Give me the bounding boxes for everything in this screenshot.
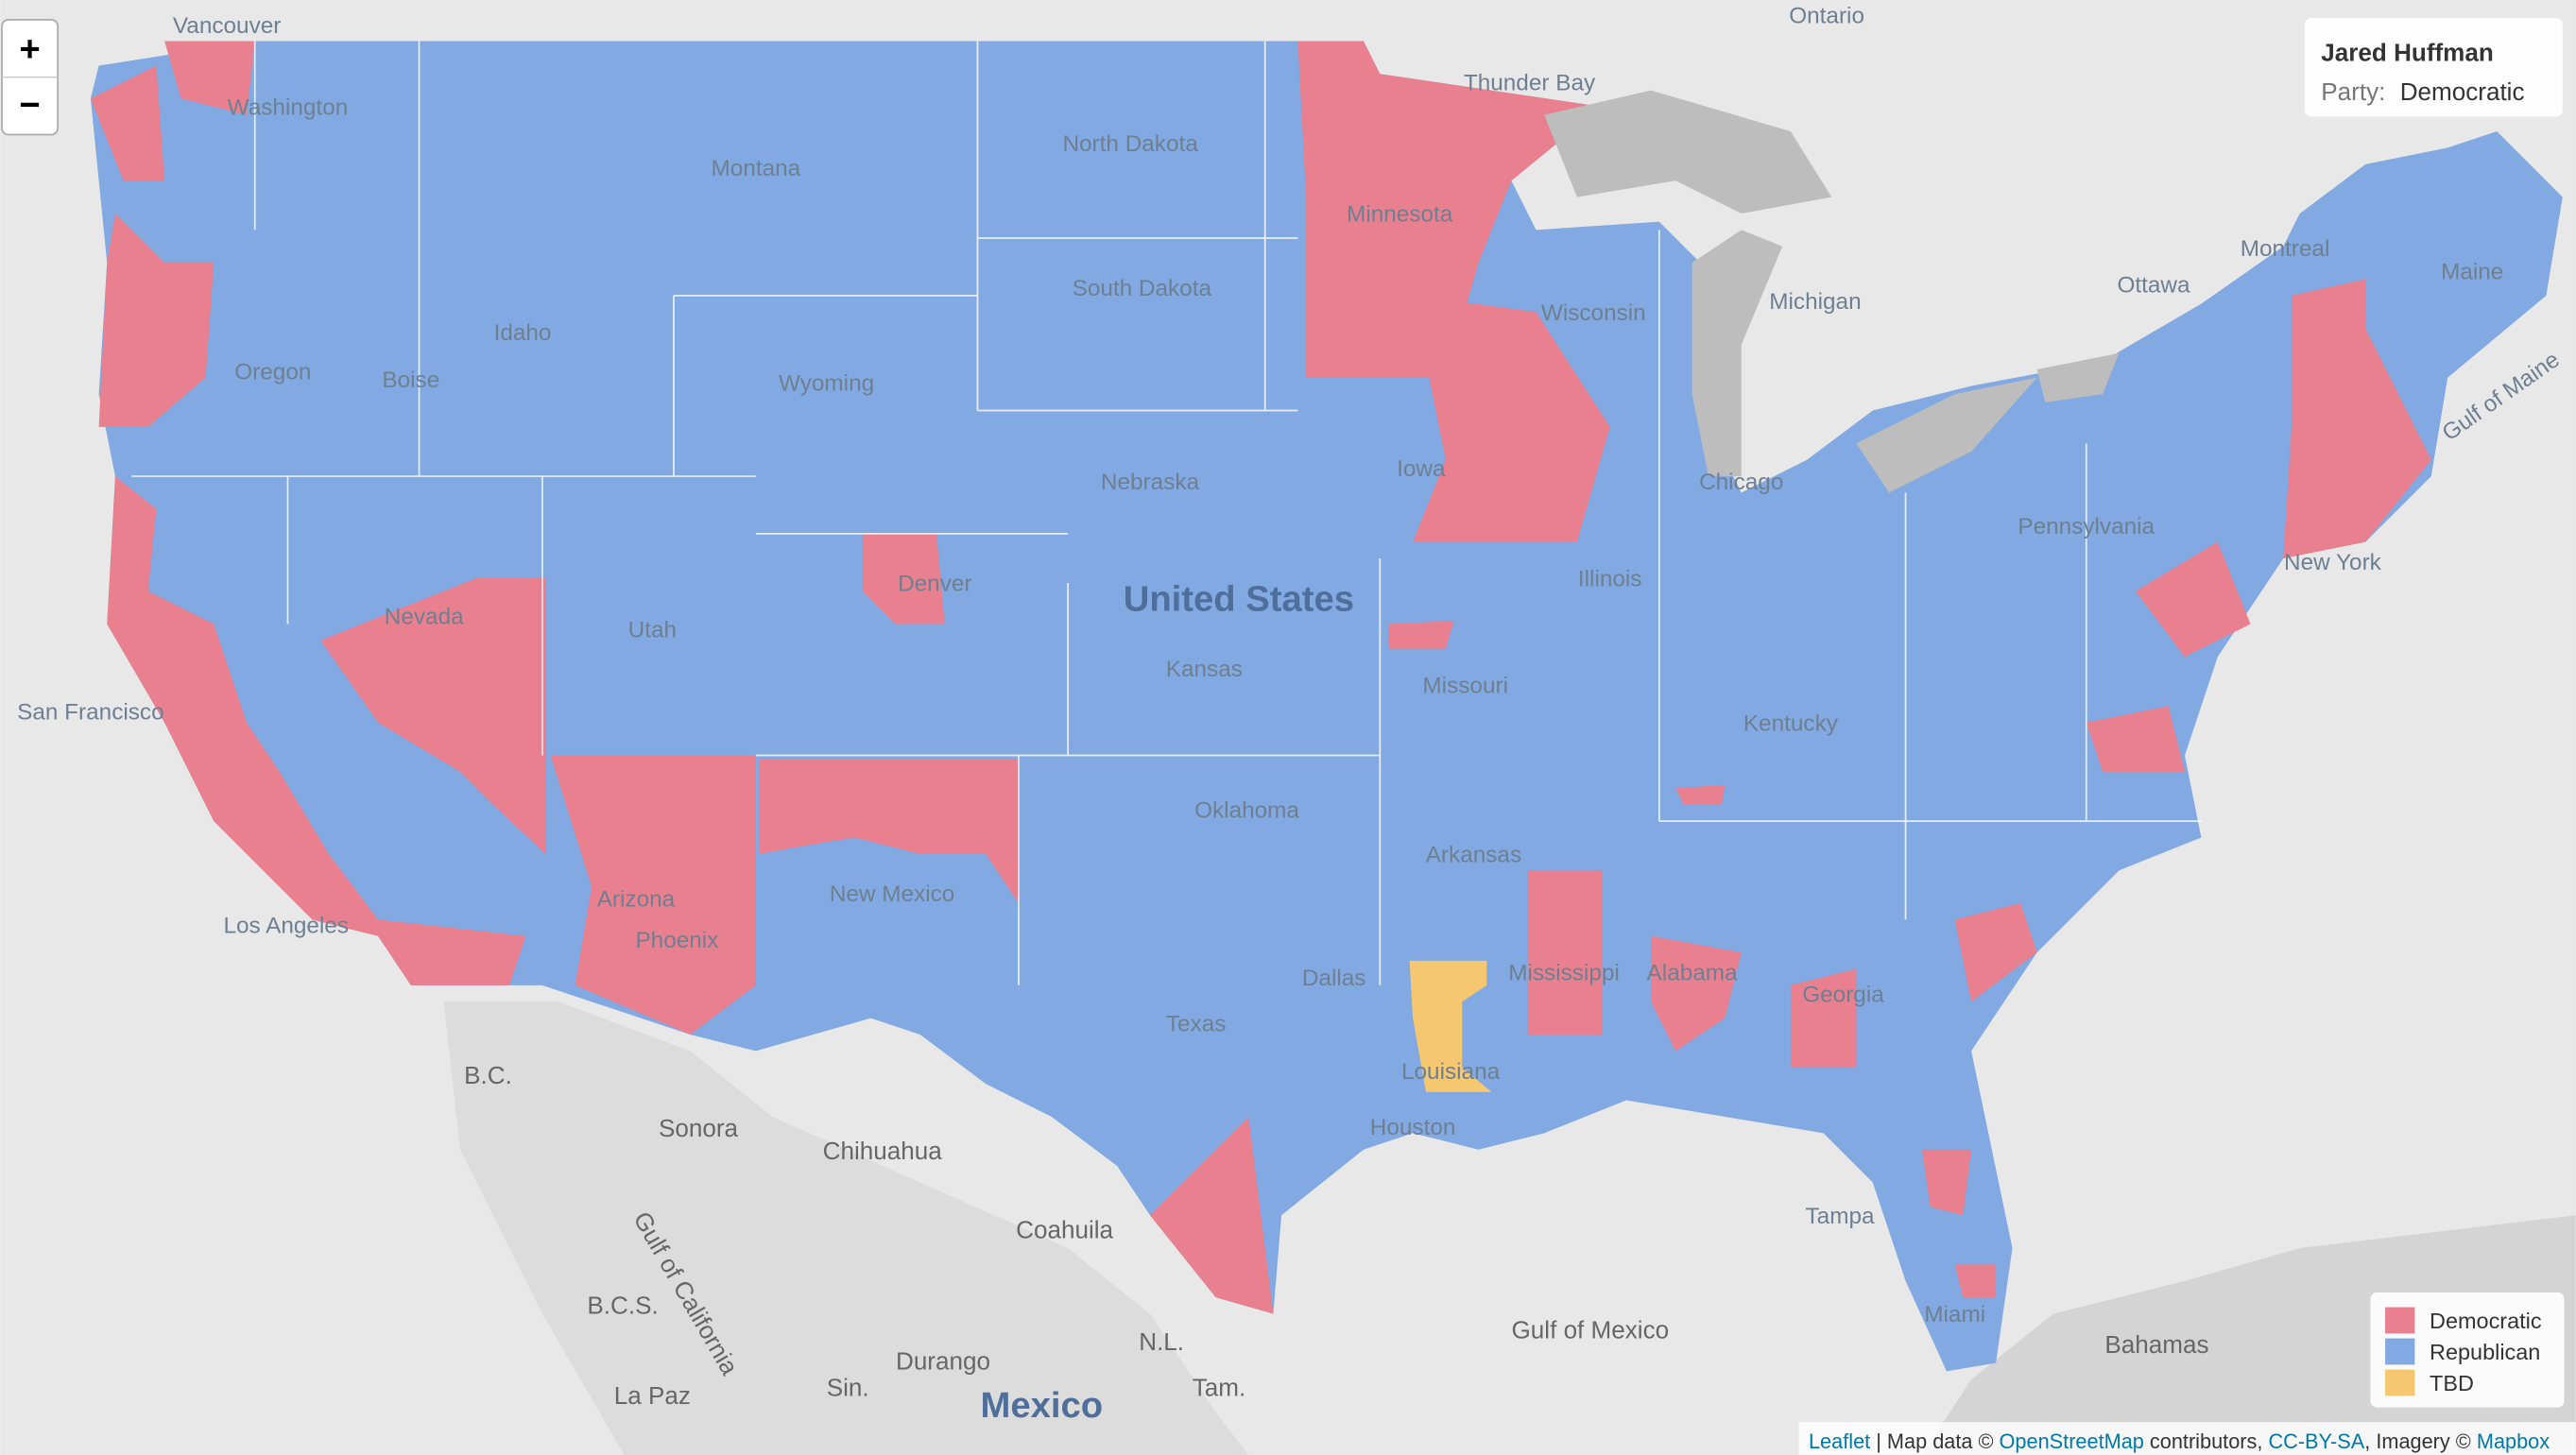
info-party-label: Party:	[2321, 77, 2385, 106]
place-label: Georgia	[1802, 982, 1884, 1007]
place-label: New York	[2284, 550, 2382, 575]
place-label: Illinois	[1578, 567, 1642, 592]
districts	[90, 41, 2563, 1372]
legend-label: Republican	[2430, 1340, 2540, 1364]
place-label: San Francisco	[17, 699, 164, 725]
place-label: Iowa	[1397, 456, 1446, 482]
legend-background	[2370, 1292, 2565, 1408]
place-label: Durango	[896, 1347, 990, 1376]
place-label: Kansas	[1166, 657, 1243, 682]
place-label: Dallas	[1302, 966, 1366, 991]
place-label: Missouri	[1422, 673, 1508, 698]
place-label: Arizona	[597, 886, 676, 912]
place-label: Chihuahua	[823, 1137, 943, 1165]
place-label: Louisiana	[1401, 1059, 1501, 1085]
district-area	[90, 41, 2563, 1372]
place-label: B.C.S.	[587, 1292, 658, 1320]
place-label: Arkansas	[1426, 843, 1521, 868]
attribution-text: Leaflet | Map data © OpenStreetMap contr…	[1809, 1429, 2550, 1453]
place-label: Los Angeles	[223, 913, 349, 938]
place-label: Nevada	[385, 604, 464, 629]
place-label: New Mexico	[830, 882, 955, 907]
place-label: Tampa	[1806, 1204, 1875, 1229]
place-label: United States	[1124, 579, 1354, 620]
place-label: Vancouver	[173, 13, 282, 39]
place-label: Texas	[1166, 1012, 1227, 1037]
place-label: Thunder Bay	[1464, 71, 1596, 96]
place-label: Nebraska	[1101, 470, 1200, 495]
place-label: Idaho	[494, 320, 552, 346]
info-box: Jared Huffman Party: Democratic	[2304, 18, 2563, 117]
place-label: Montreal	[2241, 236, 2330, 262]
place-label: Chicago	[1699, 470, 1783, 495]
place-label: Miami	[1924, 1302, 1985, 1327]
info-background	[2304, 18, 2563, 117]
lake	[1544, 90, 2120, 493]
osm-link[interactable]: OpenStreetMap	[2000, 1429, 2144, 1453]
place-label: Pennsylvania	[2018, 514, 2155, 539]
attribution-part: , Imagery ©	[2364, 1429, 2477, 1453]
info-name: Jared Huffman	[2321, 38, 2493, 66]
place-label: Houston	[1370, 1115, 1456, 1140]
place-label: Sonora	[659, 1114, 739, 1142]
place-label: Wisconsin	[1541, 300, 1646, 326]
place-label: Kentucky	[1743, 710, 1839, 736]
place-label: Mississippi	[1508, 961, 1620, 986]
zoom-in[interactable]: +	[19, 28, 40, 69]
place-label: Sin.	[827, 1373, 869, 1401]
info-party: Democratic	[2400, 77, 2525, 106]
place-label: Mexico	[980, 1385, 1103, 1426]
place-label: B.C.	[464, 1061, 512, 1089]
place-label: Gulf of Mexico	[1512, 1316, 1670, 1344]
place-label: North Dakota	[1062, 131, 1198, 157]
zoom-out[interactable]: −	[19, 84, 40, 125]
legend-swatch	[2385, 1369, 2415, 1396]
place-label: Ontario	[1789, 3, 1864, 28]
license-link[interactable]: CC-BY-SA	[2268, 1429, 2364, 1453]
zoom-control: + −	[1, 18, 59, 136]
place-label: Boise	[382, 368, 439, 393]
place-label: Oregon	[234, 360, 311, 385]
place-label: Wyoming	[779, 371, 874, 397]
mapbox-link[interactable]: Mapbox	[2477, 1429, 2550, 1453]
district-area	[90, 41, 2431, 1314]
legend-label: TBD	[2430, 1371, 2474, 1395]
leaflet-link[interactable]: Leaflet	[1809, 1429, 1870, 1453]
place-label: Tam.	[1193, 1373, 1245, 1401]
place-label: Utah	[628, 617, 677, 642]
place-label: Minnesota	[1347, 202, 1453, 228]
place-label: Montana	[711, 156, 800, 181]
district-borders	[131, 41, 2202, 985]
place-label: Alabama	[1647, 961, 1738, 986]
legend-label: Democratic	[2430, 1309, 2542, 1333]
legend: Democratic Republican TBD	[2370, 1292, 2565, 1408]
place-labels: Vancouver Ontario Thunder Bay Montreal Ottaw…	[17, 3, 2565, 1426]
legend-swatch	[2385, 1307, 2415, 1334]
place-label: Bahamas	[2104, 1330, 2208, 1359]
place-label: South Dakota	[1073, 276, 1212, 301]
place-label: Phoenix	[635, 928, 718, 953]
place-label: Coahuila	[1016, 1216, 1113, 1244]
attribution-background	[1798, 1422, 2576, 1455]
place-label: Ottawa	[2117, 272, 2190, 298]
place-label: Maine	[2441, 259, 2503, 284]
attribution-part: | Map data ©	[1870, 1429, 1999, 1453]
district-area	[1409, 960, 1492, 1092]
place-label: Washington	[228, 95, 349, 121]
place-label: Oklahoma	[1194, 798, 1299, 824]
place-label: Michigan	[1769, 289, 1861, 315]
place-label: Denver	[898, 572, 971, 597]
attribution-part: contributors,	[2144, 1429, 2269, 1453]
place-label: N.L.	[1139, 1327, 1184, 1356]
place-label: La Paz	[614, 1381, 691, 1410]
legend-swatch	[2385, 1338, 2415, 1365]
attribution: Leaflet | Map data © OpenStreetMap contr…	[1798, 1422, 2576, 1455]
